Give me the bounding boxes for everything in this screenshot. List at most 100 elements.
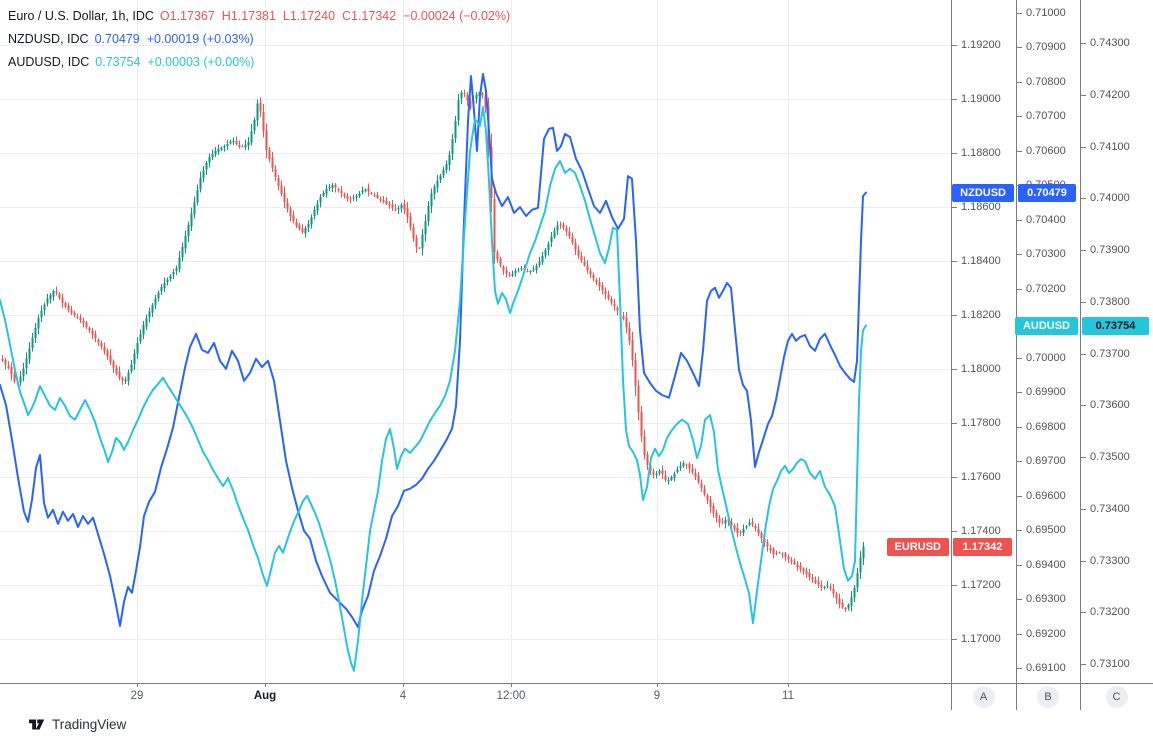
price-tick-mark (1081, 95, 1086, 96)
price-tick-mark (1081, 354, 1086, 355)
price-tick-mark (952, 45, 957, 46)
price-tick-label: 1.17000 (961, 633, 1001, 645)
nzdusd-line (0, 73, 867, 628)
price-tick-mark (1081, 198, 1086, 199)
price-tick-mark (1017, 254, 1022, 255)
price-tick-label: 0.69500 (1026, 524, 1066, 536)
legend-row-eurusd[interactable]: Euro / U.S. Dollar, 1h, IDC O1.17367 H1.1… (8, 5, 510, 28)
price-tick-label: 1.18800 (961, 147, 1001, 159)
time-axis-label: 4 (399, 690, 407, 702)
price-tick-label: 0.71000 (1026, 7, 1066, 19)
legend-row-audusd[interactable]: AUDUSD, IDC 0.73754 +0.00003 (+0.00%) (8, 51, 510, 74)
axis-separator-c (1080, 0, 1081, 710)
legend-row-nzdusd[interactable]: NZDUSD, IDC 0.70479 +0.00019 (+0.03%) (8, 28, 510, 51)
price-tick-label: 0.70200 (1026, 283, 1066, 295)
axis-badge-b[interactable]: B (1037, 686, 1059, 708)
price-tick-mark (1017, 530, 1022, 531)
price-tick-mark (952, 585, 957, 586)
price-tick-label: 0.70700 (1026, 110, 1066, 122)
price-tick-label: 0.73700 (1090, 348, 1130, 360)
price-tick-label: 0.70400 (1026, 214, 1066, 226)
time-tick-mark (265, 683, 266, 687)
axis-separator-b (1016, 0, 1017, 710)
eurusd-ticker-pill[interactable]: EURUSD (886, 537, 949, 556)
price-tick-label: 0.69600 (1026, 490, 1066, 502)
time-axis-label: Aug (253, 690, 277, 702)
price-tick-mark (952, 369, 957, 370)
price-tick-mark (1017, 496, 1022, 497)
time-axis-label: 29 (130, 690, 144, 702)
audusd-line (0, 106, 867, 672)
time-axis-label: 11 (782, 690, 794, 702)
price-tick-mark (1017, 82, 1022, 83)
price-tick-mark (1017, 289, 1022, 290)
legend-symbol-nzdusd: NZDUSD, IDC (8, 32, 89, 46)
price-tick-mark (1081, 509, 1086, 510)
price-tick-mark (1017, 151, 1022, 152)
price-tick-label: 1.17800 (961, 417, 1001, 429)
audusd-ticker-pill[interactable]: AUDUSD (1014, 316, 1078, 335)
price-tick-label: 0.74200 (1090, 89, 1130, 101)
price-tick-mark (1017, 13, 1022, 14)
legend-value-audusd: 0.73754 +0.00003 (+0.00%) (95, 55, 255, 69)
price-tick-label: 0.73600 (1090, 399, 1130, 411)
price-tick-mark (1081, 664, 1086, 665)
time-axis-label: 12:00 (496, 690, 526, 702)
price-tick-label: 0.74000 (1090, 192, 1130, 204)
price-tick-mark (952, 315, 957, 316)
tradingview-brand-text: TradingView (52, 716, 127, 732)
price-tick-mark (1017, 668, 1022, 669)
price-tick-label: 0.70900 (1026, 41, 1066, 53)
price-tick-label: 0.74100 (1090, 141, 1130, 153)
price-tick-label: 1.17400 (961, 525, 1001, 537)
price-tick-label: 0.73900 (1090, 244, 1130, 256)
price-tick-mark (952, 153, 957, 154)
time-tick-mark (657, 683, 658, 687)
price-tick-label: 1.19200 (961, 39, 1001, 51)
price-tick-label: 1.18600 (961, 201, 1001, 213)
tradingview-logo-icon (29, 719, 45, 730)
price-tick-mark (952, 423, 957, 424)
price-tick-mark (1017, 461, 1022, 462)
price-tick-label: 0.69300 (1026, 593, 1066, 605)
tradingview-attribution[interactable]: TradingView (28, 716, 126, 732)
price-tick-mark (1017, 116, 1022, 117)
eurusd-price-label: 1.17342 (953, 537, 1012, 556)
price-tick-label: 0.70800 (1026, 76, 1066, 88)
price-tick-mark (1081, 612, 1086, 613)
axis-badge-c[interactable]: C (1105, 686, 1128, 708)
price-tick-label: 0.69800 (1026, 421, 1066, 433)
price-tick-label: 0.70600 (1026, 145, 1066, 157)
price-tick-label: 0.69200 (1026, 628, 1066, 640)
axis-badge-a[interactable]: A (972, 686, 995, 708)
nzdusd-ticker-pill[interactable]: NZDUSD (952, 183, 1014, 202)
price-tick-mark (952, 99, 957, 100)
nzdusd-price-label: 0.70479 (1018, 183, 1076, 202)
price-tick-mark (952, 207, 957, 208)
price-tick-mark (1017, 392, 1022, 393)
price-tick-label: 1.17200 (961, 579, 1001, 591)
price-tick-label: 0.69700 (1026, 455, 1066, 467)
price-tick-mark (952, 639, 957, 640)
price-tick-mark (1017, 427, 1022, 428)
eurusd-candles (1, 89, 865, 612)
price-tick-label: 0.73100 (1090, 658, 1130, 670)
price-tick-label: 0.73200 (1090, 606, 1130, 618)
price-tick-label: 0.73500 (1090, 451, 1130, 463)
price-tick-label: 0.69400 (1026, 559, 1066, 571)
price-chart-plot[interactable] (0, 0, 951, 683)
price-tick-label: 1.18200 (961, 309, 1001, 321)
legend-symbol-audusd: AUDUSD, IDC (8, 55, 90, 69)
chart-legend[interactable]: Euro / U.S. Dollar, 1h, IDC O1.17367 H1.1… (8, 5, 510, 74)
price-tick-label: 1.17600 (961, 471, 1001, 483)
legend-symbol-eurusd: Euro / U.S. Dollar, 1h, IDC (8, 9, 154, 23)
price-tick-mark (1081, 457, 1086, 458)
price-tick-label: 0.69900 (1026, 386, 1066, 398)
price-tick-label: 0.69100 (1026, 662, 1066, 674)
price-tick-mark (1081, 43, 1086, 44)
price-tick-label: 0.74300 (1090, 37, 1130, 49)
price-tick-label: 0.70300 (1026, 248, 1066, 260)
price-tick-mark (1017, 565, 1022, 566)
time-tick-mark (788, 683, 789, 687)
